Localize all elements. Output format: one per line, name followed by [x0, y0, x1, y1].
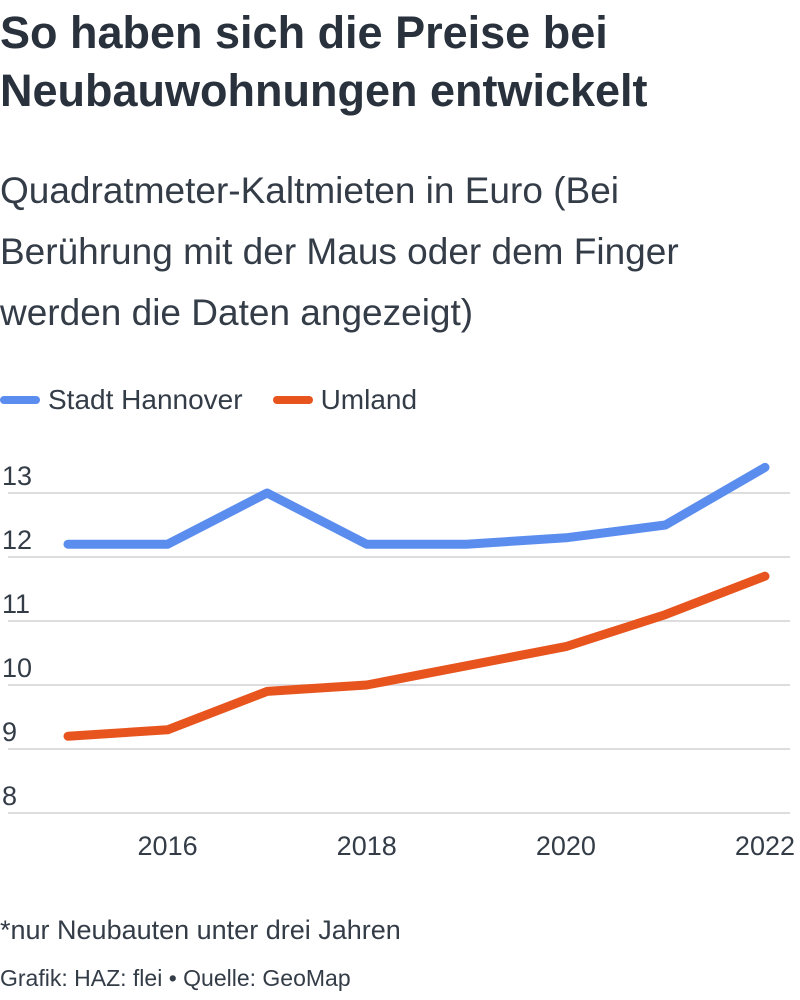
x-tick-label: 2016: [138, 831, 198, 861]
x-tick-label: 2022: [735, 831, 795, 861]
line-chart[interactable]: 13 12 11 10 9 8 2016 2018 2020 2022: [0, 440, 800, 870]
y-tick-label: 13: [2, 461, 32, 491]
footnote: *nur Neubauten unter drei Jahren: [0, 915, 401, 945]
legend-swatch-stadt: [0, 396, 40, 404]
legend-item-umland[interactable]: Umland: [272, 384, 418, 416]
x-axis: 2016 2018 2020 2022: [138, 831, 795, 861]
legend-label-umland: Umland: [320, 384, 418, 415]
x-tick-label: 2018: [337, 831, 397, 861]
y-axis: 13 12 11 10 9 8: [2, 461, 32, 811]
y-tick-label: 8: [2, 781, 17, 811]
chart-legend: Stadt Hannover Umland: [0, 380, 447, 420]
series-line-stadt-hannover[interactable]: [63, 462, 770, 549]
series-layer: [63, 462, 770, 741]
legend-label-stadt: Stadt Hannover: [48, 384, 243, 415]
series-line-umland[interactable]: [63, 571, 770, 741]
chart-subtitle: Quadratmeter-Kaltmieten in Euro (Bei Ber…: [0, 170, 679, 333]
y-tick-label: 9: [2, 717, 17, 747]
y-tick-label: 10: [2, 653, 32, 683]
grid-layer: [8, 492, 790, 814]
source-credit: Grafik: HAZ: flei • Quelle: GeoMap: [0, 965, 351, 991]
y-tick-label: 11: [2, 589, 30, 619]
x-tick-label: 2020: [536, 831, 596, 861]
legend-swatch-umland: [272, 396, 313, 404]
y-tick-label: 12: [2, 525, 32, 555]
page-title: So haben sich die Preise bei Neubauwohnu…: [0, 7, 648, 116]
legend-item-stadt[interactable]: Stadt Hannover: [0, 384, 243, 416]
